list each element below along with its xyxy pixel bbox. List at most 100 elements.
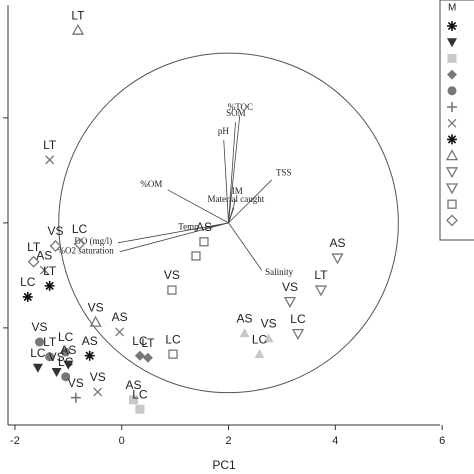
vector-label: IM [232,186,243,196]
point-label: AS [60,343,76,357]
point-label: LC [165,332,181,346]
point-marker [283,296,297,308]
point-marker [61,347,71,357]
point-marker [134,350,145,361]
point-marker [167,285,177,295]
point-marker [22,291,33,302]
point-marker [39,265,49,275]
point-marker [32,363,43,373]
point-marker [89,315,102,327]
legend-marker [447,69,457,80]
point-label: VS [90,370,106,384]
x-tick-label: 4 [332,435,338,447]
vector-label: SOM [226,108,246,118]
point-label: AS [196,220,212,234]
vector-label: TSS [276,168,292,178]
loading-vector [204,222,229,229]
point-label: AS [82,334,98,348]
point-label: VS [68,376,84,390]
point-label: LT [314,268,328,282]
point-label: AS [329,236,345,250]
point-marker [263,333,274,343]
vector-label: %OM [140,179,162,189]
point-marker [84,350,95,361]
point-label: LC [58,355,74,369]
point-marker [27,255,40,268]
point-label: LT [71,8,85,22]
point-label: VS [88,300,104,314]
x-tick-label: 2 [225,435,231,447]
point-label: LC [132,387,148,401]
point-label: VS [49,350,65,364]
x-axis-label: PC1 [212,458,236,472]
legend-box [439,0,474,241]
point-marker [93,387,103,397]
point-label: AS [125,378,141,392]
loading-vector [228,122,236,223]
point-marker [70,392,81,403]
point-marker [45,155,55,165]
point-label: LC [290,312,306,326]
point-marker [314,285,328,297]
point-marker [254,349,265,359]
point-label: VS [31,320,47,334]
loading-vector [223,139,229,223]
point-label: VS [261,317,277,331]
x-tick-label: 0 [119,435,125,447]
vector-label: DO (mg/l) [74,236,112,246]
point-marker [49,240,62,252]
point-label: AS [36,248,52,262]
legend-marker [447,21,457,31]
point-marker [239,328,250,338]
loading-vector [228,115,241,223]
point-label: LC [20,275,36,289]
point-label: LT [27,240,41,254]
point-label: LC [72,222,88,236]
point-label: LC [58,330,74,344]
point-marker [199,237,209,247]
point-label: AS [112,310,128,324]
loading-vector [228,222,262,271]
vector-label: Material caught [207,194,264,204]
legend-marker [447,86,457,96]
point-label: LT [43,138,57,152]
point-marker [63,360,74,370]
legend-marker [446,214,458,227]
point-marker [291,328,305,340]
point-marker [331,253,344,265]
point-marker [115,327,125,337]
point-label: VS [164,268,180,282]
legend-marker [445,167,459,179]
point-label: LC [252,332,268,346]
vector-label: %TOC [228,102,253,112]
point-marker [44,280,55,291]
point-label: AS [237,311,253,325]
point-label: LC [132,334,148,348]
x-tick-label: -2 [10,435,20,447]
loading-vector [117,222,229,244]
point-marker [168,349,178,359]
vector-label: %O2 saturation [58,245,115,255]
point-marker [142,352,153,363]
point-marker [128,395,138,405]
legend-marker [447,102,457,112]
loading-vector [167,189,229,224]
point-label: VS [48,224,64,238]
legend-marker [447,118,457,128]
legend-marker [445,183,459,195]
loading-vector [119,222,229,253]
vector-label: Temp [178,221,199,231]
loading-vector [228,179,273,224]
vector-label: Salinity [265,267,294,277]
loading-vector [228,207,235,224]
point-marker [135,404,145,414]
legend-marker [445,149,459,161]
legend-marker [447,134,457,145]
point-marker [35,337,45,347]
legend-marker [447,38,457,48]
point-marker [61,372,71,382]
point-marker [73,237,86,250]
legend-marker [447,53,457,63]
correlation-circle [58,52,399,394]
